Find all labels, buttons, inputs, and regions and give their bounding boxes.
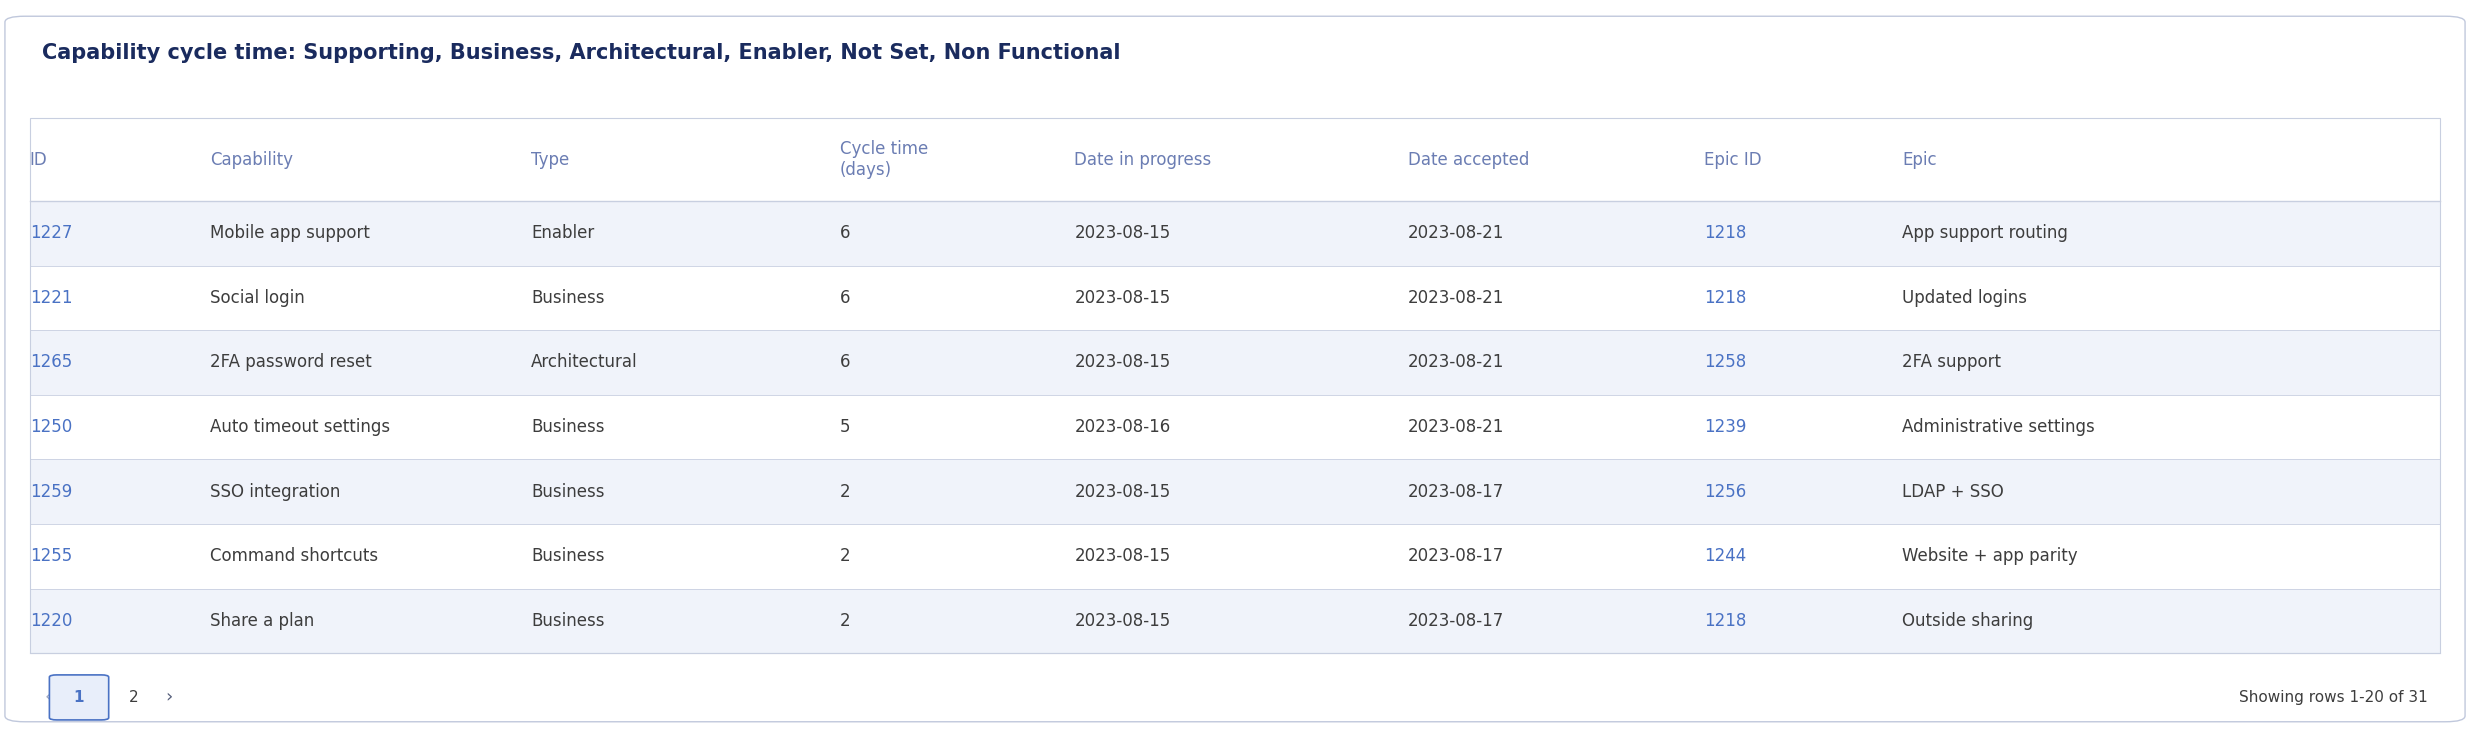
Text: 2023-08-16: 2023-08-16 bbox=[1074, 418, 1171, 436]
Text: Updated logins: Updated logins bbox=[1902, 289, 2028, 307]
Bar bbox=[30, 395, 2440, 459]
Text: 1259: 1259 bbox=[30, 483, 72, 500]
Text: 2023-08-15: 2023-08-15 bbox=[1074, 548, 1171, 565]
Text: 2: 2 bbox=[840, 612, 850, 630]
Text: 2023-08-15: 2023-08-15 bbox=[1074, 354, 1171, 371]
Text: Cycle time
(days): Cycle time (days) bbox=[840, 140, 929, 179]
Text: ID: ID bbox=[30, 151, 47, 168]
Text: 2: 2 bbox=[128, 690, 138, 705]
Text: 2FA password reset: 2FA password reset bbox=[210, 354, 370, 371]
Text: 1: 1 bbox=[74, 690, 84, 705]
Text: ‹: ‹ bbox=[44, 689, 52, 706]
Text: Command shortcuts: Command shortcuts bbox=[210, 548, 378, 565]
Text: 2023-08-15: 2023-08-15 bbox=[1074, 289, 1171, 307]
Text: Type: Type bbox=[531, 151, 568, 168]
Text: Business: Business bbox=[531, 483, 605, 500]
Bar bbox=[30, 201, 2440, 266]
Bar bbox=[30, 524, 2440, 588]
Text: Business: Business bbox=[531, 289, 605, 307]
Text: 1255: 1255 bbox=[30, 548, 72, 565]
Text: 5: 5 bbox=[840, 418, 850, 436]
Text: 1258: 1258 bbox=[1704, 354, 1746, 371]
FancyBboxPatch shape bbox=[49, 675, 109, 720]
Text: Business: Business bbox=[531, 612, 605, 630]
Text: 1244: 1244 bbox=[1704, 548, 1746, 565]
Text: 6: 6 bbox=[840, 289, 850, 307]
Text: Website + app parity: Website + app parity bbox=[1902, 548, 2077, 565]
Bar bbox=[30, 595, 2440, 653]
Text: Epic ID: Epic ID bbox=[1704, 151, 1761, 168]
Bar bbox=[30, 588, 2440, 653]
Text: 2023-08-21: 2023-08-21 bbox=[1408, 289, 1504, 307]
Bar bbox=[30, 330, 2440, 395]
Text: 1250: 1250 bbox=[30, 418, 72, 436]
Text: Showing rows 1-20 of 31: Showing rows 1-20 of 31 bbox=[2240, 690, 2428, 705]
Text: 2023-08-15: 2023-08-15 bbox=[1074, 224, 1171, 242]
Bar bbox=[30, 118, 2440, 201]
Text: Date in progress: Date in progress bbox=[1074, 151, 1213, 168]
Text: 2023-08-17: 2023-08-17 bbox=[1408, 483, 1504, 500]
Text: 2023-08-15: 2023-08-15 bbox=[1074, 483, 1171, 500]
Text: Auto timeout settings: Auto timeout settings bbox=[210, 418, 390, 436]
Text: Mobile app support: Mobile app support bbox=[210, 224, 370, 242]
Text: Epic: Epic bbox=[1902, 151, 1936, 168]
Text: 2023-08-17: 2023-08-17 bbox=[1408, 548, 1504, 565]
Text: Outside sharing: Outside sharing bbox=[1902, 612, 2033, 630]
Bar bbox=[30, 459, 2440, 524]
Text: 2023-08-21: 2023-08-21 bbox=[1408, 418, 1504, 436]
Text: SSO integration: SSO integration bbox=[210, 483, 341, 500]
Text: 2023-08-17: 2023-08-17 bbox=[1408, 612, 1504, 630]
Text: 1265: 1265 bbox=[30, 354, 72, 371]
Text: App support routing: App support routing bbox=[1902, 224, 2067, 242]
Text: 1239: 1239 bbox=[1704, 418, 1746, 436]
Text: 2023-08-21: 2023-08-21 bbox=[1408, 354, 1504, 371]
FancyBboxPatch shape bbox=[5, 16, 2465, 722]
Bar bbox=[30, 266, 2440, 330]
Text: Date accepted: Date accepted bbox=[1408, 151, 1529, 168]
Text: 1221: 1221 bbox=[30, 289, 72, 307]
Text: ›: › bbox=[165, 689, 173, 706]
Text: 1227: 1227 bbox=[30, 224, 72, 242]
Text: 1218: 1218 bbox=[1704, 224, 1746, 242]
Text: Enabler: Enabler bbox=[531, 224, 595, 242]
Text: Share a plan: Share a plan bbox=[210, 612, 314, 630]
Text: 2: 2 bbox=[840, 548, 850, 565]
Text: Architectural: Architectural bbox=[531, 354, 637, 371]
Text: Social login: Social login bbox=[210, 289, 304, 307]
Text: 1218: 1218 bbox=[1704, 612, 1746, 630]
Text: Business: Business bbox=[531, 548, 605, 565]
Text: Capability cycle time: Supporting, Business, Architectural, Enabler, Not Set, No: Capability cycle time: Supporting, Busin… bbox=[42, 43, 1121, 63]
Text: LDAP + SSO: LDAP + SSO bbox=[1902, 483, 2003, 500]
Text: Business: Business bbox=[531, 418, 605, 436]
Text: 2: 2 bbox=[840, 483, 850, 500]
Text: Capability: Capability bbox=[210, 151, 294, 168]
Text: 6: 6 bbox=[840, 354, 850, 371]
Text: 2023-08-15: 2023-08-15 bbox=[1074, 612, 1171, 630]
Text: 1218: 1218 bbox=[1704, 289, 1746, 307]
Bar bbox=[30, 118, 2440, 653]
Text: 2FA support: 2FA support bbox=[1902, 354, 2001, 371]
Text: 6: 6 bbox=[840, 224, 850, 242]
Text: 2023-08-21: 2023-08-21 bbox=[1408, 224, 1504, 242]
Text: Administrative settings: Administrative settings bbox=[1902, 418, 2095, 436]
Text: 1256: 1256 bbox=[1704, 483, 1746, 500]
Text: 1220: 1220 bbox=[30, 612, 72, 630]
